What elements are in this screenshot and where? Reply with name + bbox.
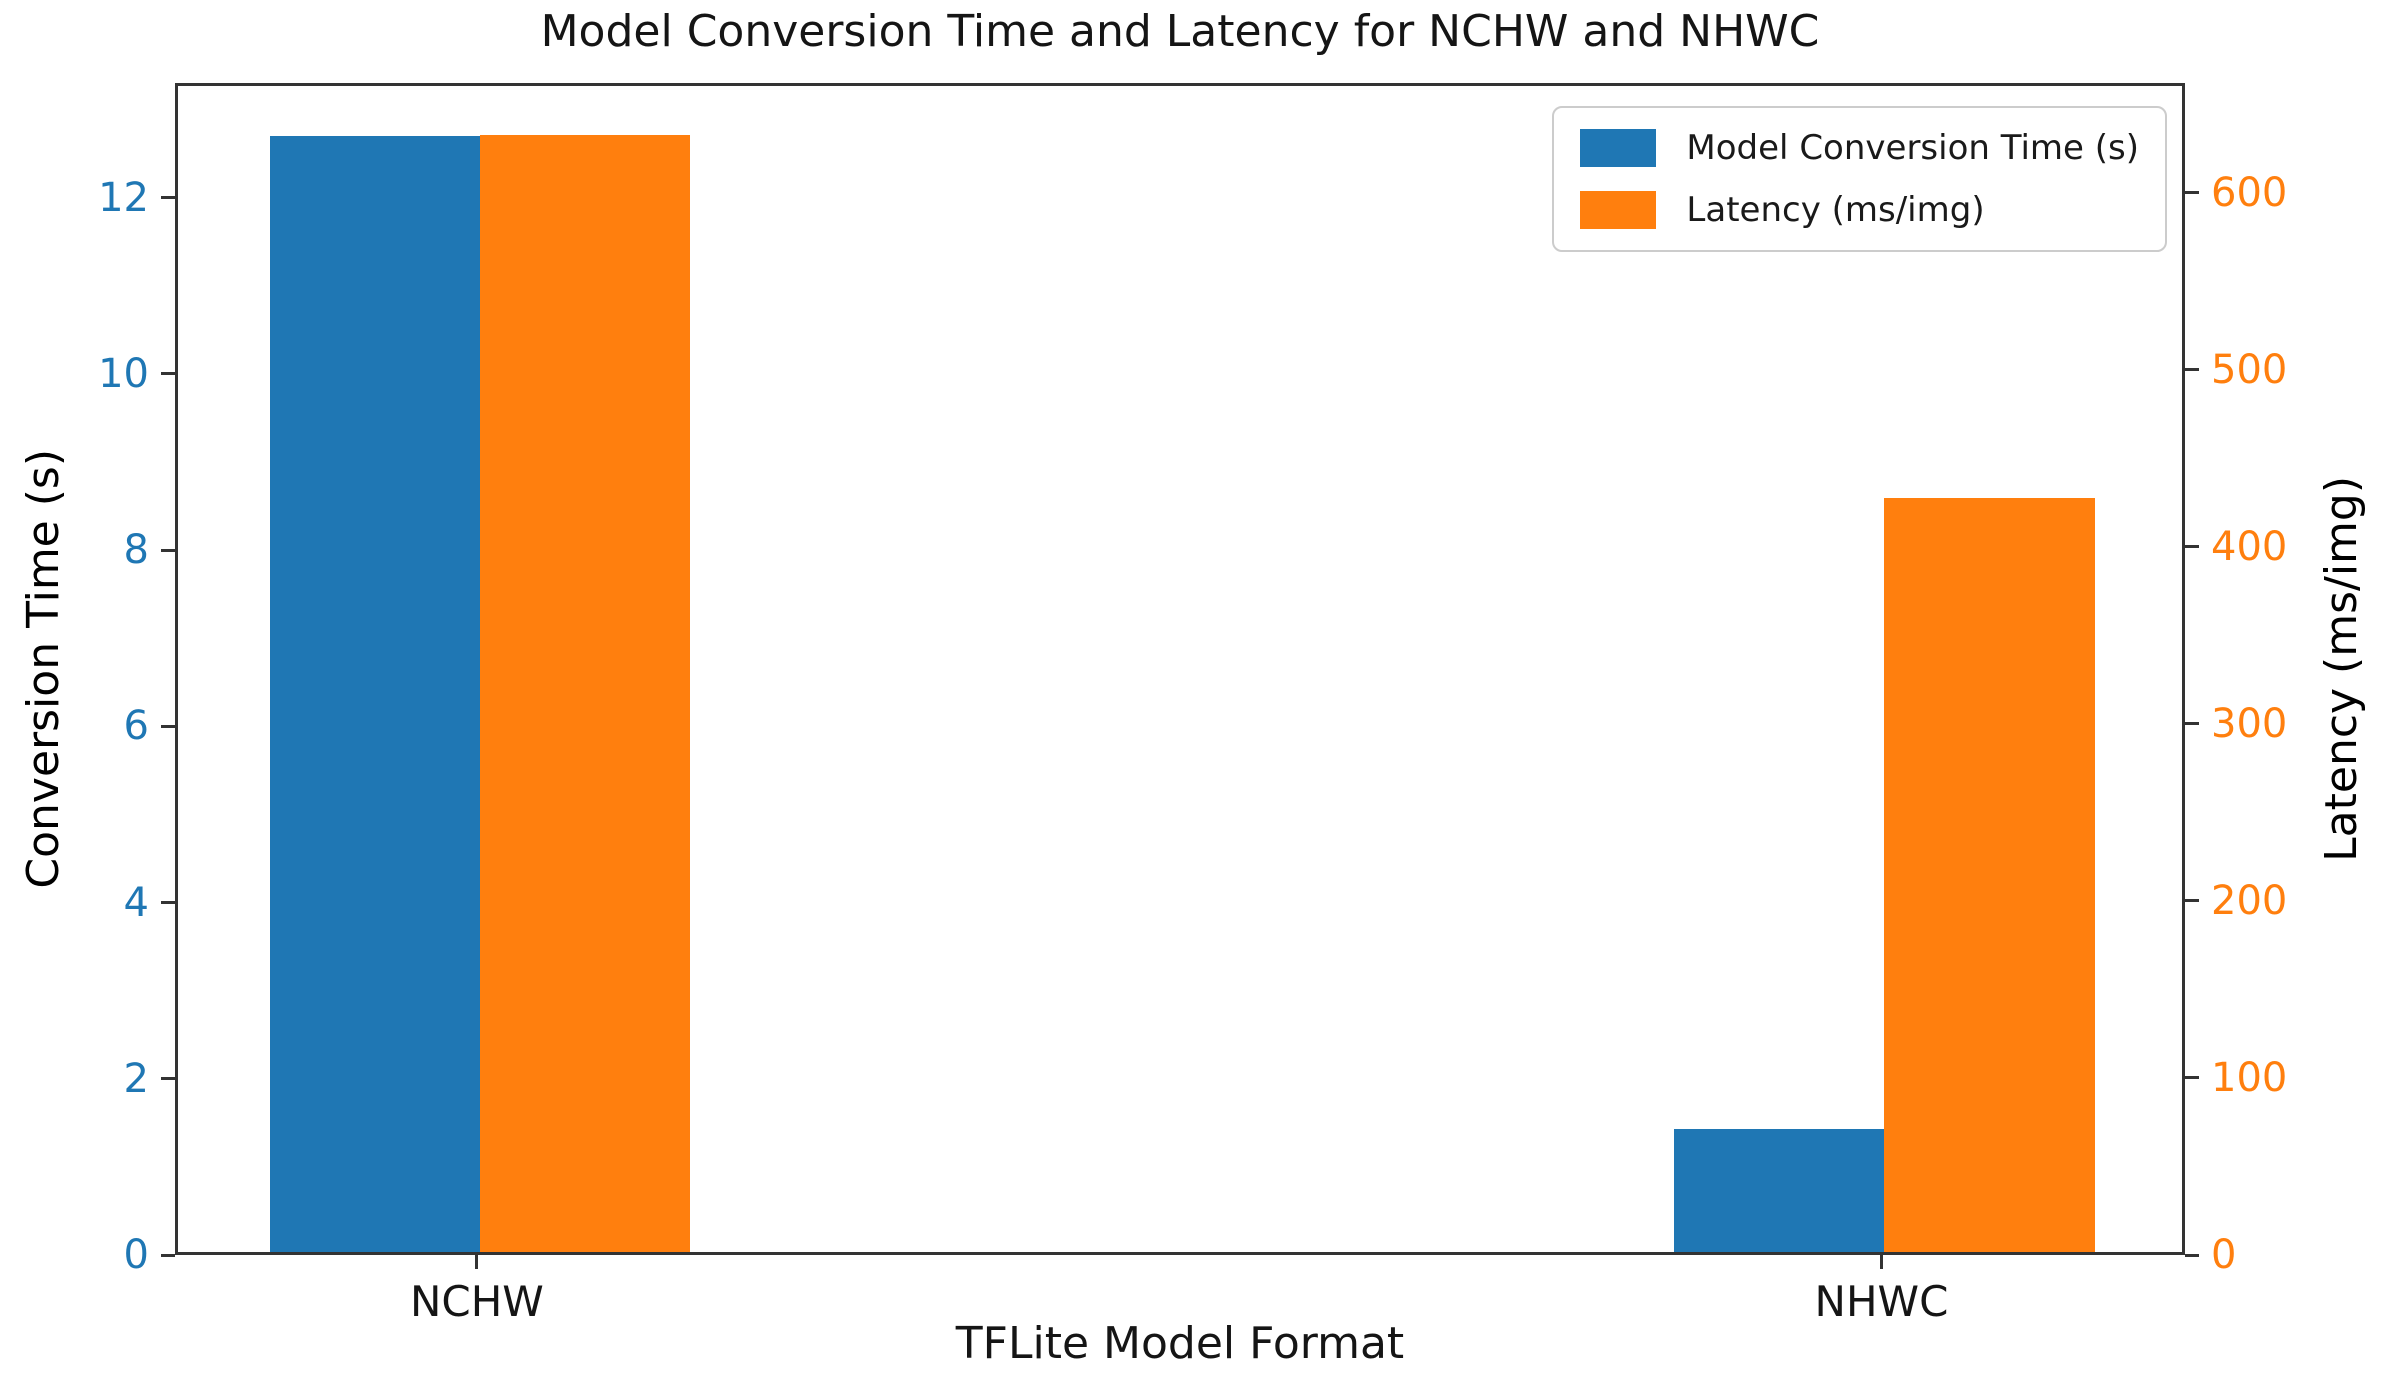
- right-y-tick-mark: [2185, 899, 2199, 903]
- left-axis-label: Conversion Time (s): [17, 449, 69, 889]
- left-y-tick-label: 12: [98, 174, 149, 221]
- right-y-tick-mark: [2185, 722, 2199, 726]
- chart-title: Model Conversion Time and Latency for NC…: [540, 6, 1820, 57]
- right-axis-label: Latency (ms/img): [2315, 476, 2367, 862]
- legend-entry-conversion-time: Model Conversion Time (s): [1580, 128, 2139, 168]
- left-y-tick-label: 4: [123, 879, 149, 926]
- right-y-tick-label: 200: [2211, 877, 2288, 924]
- x-tick-label-nhwc: NHWC: [1814, 1277, 1949, 1326]
- right-y-tick-label: 600: [2211, 169, 2288, 216]
- bar-nhwc-conversion-time: [1674, 1128, 1885, 1252]
- legend-entry-latency: Latency (ms/img): [1580, 190, 2139, 230]
- x-tick-mark: [475, 1255, 479, 1269]
- legend: Model Conversion Time (s) Latency (ms/im…: [1552, 106, 2167, 252]
- right-y-tick-mark: [2185, 1253, 2199, 1257]
- left-y-tick-label: 10: [98, 350, 149, 397]
- right-y-tick-label: 0: [2211, 1232, 2237, 1278]
- left-y-tick-mark: [161, 1253, 175, 1257]
- x-tick-label-nchw: NCHW: [409, 1277, 544, 1326]
- bar-nchw-latency: [479, 134, 690, 1252]
- left-y-tick-mark: [161, 548, 175, 552]
- left-y-tick-mark: [161, 372, 175, 376]
- legend-label-conversion-time: Model Conversion Time (s): [1686, 128, 2139, 168]
- left-y-tick-label: 0: [123, 1232, 149, 1278]
- right-y-tick-mark: [2185, 191, 2199, 195]
- left-y-tick-label: 8: [123, 527, 149, 574]
- left-y-tick-mark: [161, 1077, 175, 1081]
- bar-nchw-conversion-time: [269, 135, 480, 1252]
- left-y-tick-mark: [161, 901, 175, 905]
- latency-swatch: [1580, 191, 1657, 229]
- right-axis-label-box: Latency (ms/img): [2306, 83, 2376, 1255]
- plot-area: Model Conversion Time (s) Latency (ms/im…: [175, 83, 2185, 1255]
- right-y-tick-label: 300: [2211, 700, 2288, 747]
- right-y-tick-mark: [2185, 1076, 2199, 1080]
- conversion-time-swatch: [1580, 129, 1657, 167]
- right-y-tick-mark: [2185, 368, 2199, 372]
- right-y-tick-mark: [2185, 545, 2199, 549]
- left-y-tick-label: 6: [123, 703, 149, 750]
- left-y-tick-mark: [161, 724, 175, 728]
- left-y-tick-label: 2: [123, 1055, 149, 1102]
- x-axis-label: TFLite Model Format: [955, 1318, 1405, 1369]
- right-y-tick-label: 100: [2211, 1054, 2288, 1101]
- left-y-tick-mark: [161, 196, 175, 200]
- right-y-tick-label: 500: [2211, 346, 2288, 393]
- x-tick-mark: [1879, 1255, 1883, 1269]
- right-y-tick-label: 400: [2211, 523, 2288, 570]
- legend-label-latency: Latency (ms/img): [1686, 190, 1985, 230]
- bar-nhwc-latency: [1884, 497, 2095, 1252]
